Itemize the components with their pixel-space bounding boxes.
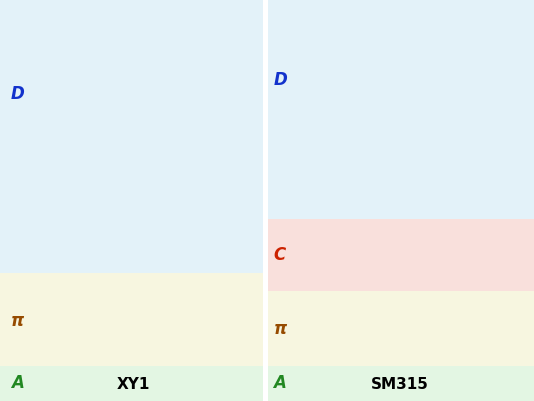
Bar <box>268 0 534 219</box>
Text: A: A <box>273 375 286 392</box>
Bar <box>0 366 534 401</box>
Text: C: C <box>273 246 286 263</box>
Bar <box>0 273 263 366</box>
Text: SM315: SM315 <box>371 377 428 392</box>
Bar <box>268 219 534 291</box>
Text: π: π <box>273 320 287 338</box>
Bar <box>268 291 534 366</box>
Bar <box>268 366 534 401</box>
Bar <box>0 366 263 401</box>
Text: D: D <box>11 85 25 103</box>
Bar <box>0 0 263 273</box>
Text: D: D <box>273 71 287 89</box>
Text: A: A <box>11 375 23 392</box>
Text: π: π <box>11 312 24 330</box>
Text: XY1: XY1 <box>117 377 150 392</box>
